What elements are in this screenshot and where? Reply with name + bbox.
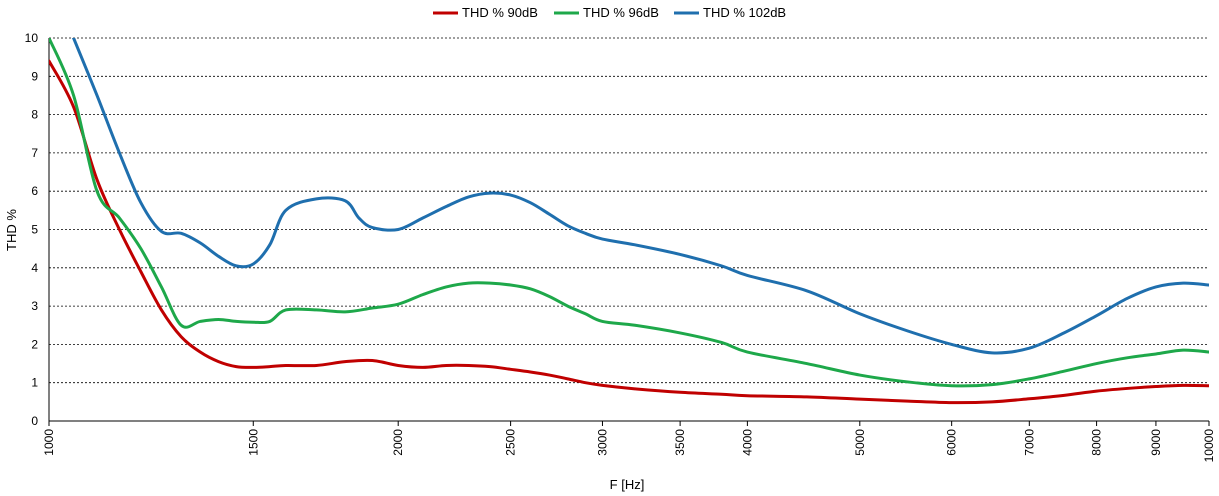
y-tick-label: 5 — [31, 223, 38, 237]
x-tick-label: 9000 — [1149, 429, 1163, 456]
y-tick-label: 6 — [31, 184, 38, 198]
legend-label-90db: THD % 90dB — [462, 5, 538, 20]
y-tick-label: 0 — [31, 414, 38, 428]
x-tick-label: 2500 — [504, 429, 518, 456]
x-tick-label: 2000 — [391, 429, 405, 456]
x-tick-labels: 1000 1500 2000 2500 3000 3500 4000 5000 6000 7000… — [42, 421, 1216, 462]
y-tick-label: 7 — [31, 146, 38, 160]
legend-label-102db: THD % 102dB — [703, 5, 786, 20]
x-tick-label: 1500 — [246, 429, 260, 456]
x-tick-label: 7000 — [1022, 429, 1036, 456]
y-tick-label: 9 — [31, 69, 38, 83]
x-tick-label: 8000 — [1090, 429, 1104, 456]
x-tick-label: 10000 — [1202, 429, 1216, 463]
y-tick-label: 1 — [31, 376, 38, 390]
x-tick-label: 1000 — [42, 429, 56, 456]
x-tick-label: 5000 — [853, 429, 867, 456]
series-line-thd-90db — [49, 59, 1209, 405]
legend: THD % 90dB THD % 96dB THD % 102dB — [433, 5, 786, 20]
legend-item-96db: THD % 96dB — [554, 5, 659, 20]
x-axis-title: F [Hz] — [610, 477, 645, 492]
legend-item-102db: THD % 102dB — [674, 5, 786, 20]
series-line-thd-102db — [72, 38, 1209, 355]
x-tick-label: 3500 — [673, 429, 687, 456]
grid-lines — [49, 37, 1209, 384]
y-tick-label: 4 — [31, 261, 38, 275]
y-tick-label: 2 — [31, 337, 38, 351]
x-tick-label: 6000 — [945, 429, 959, 456]
x-tick-label: 4000 — [740, 429, 754, 456]
y-tick-label: 10 — [25, 31, 39, 45]
legend-label-96db: THD % 96dB — [583, 5, 659, 20]
y-tick-labels: 0 1 2 3 4 5 6 7 8 9 10 — [25, 31, 39, 428]
series-lines — [49, 38, 1209, 405]
x-tick-label: 3000 — [595, 429, 609, 456]
y-tick-label: 3 — [31, 299, 38, 313]
series-line-thd-96db — [49, 38, 1209, 388]
axes — [48, 38, 1209, 422]
y-tick-label: 8 — [31, 108, 38, 122]
y-axis-title: THD % — [4, 209, 19, 251]
legend-item-90db: THD % 90dB — [433, 5, 538, 20]
